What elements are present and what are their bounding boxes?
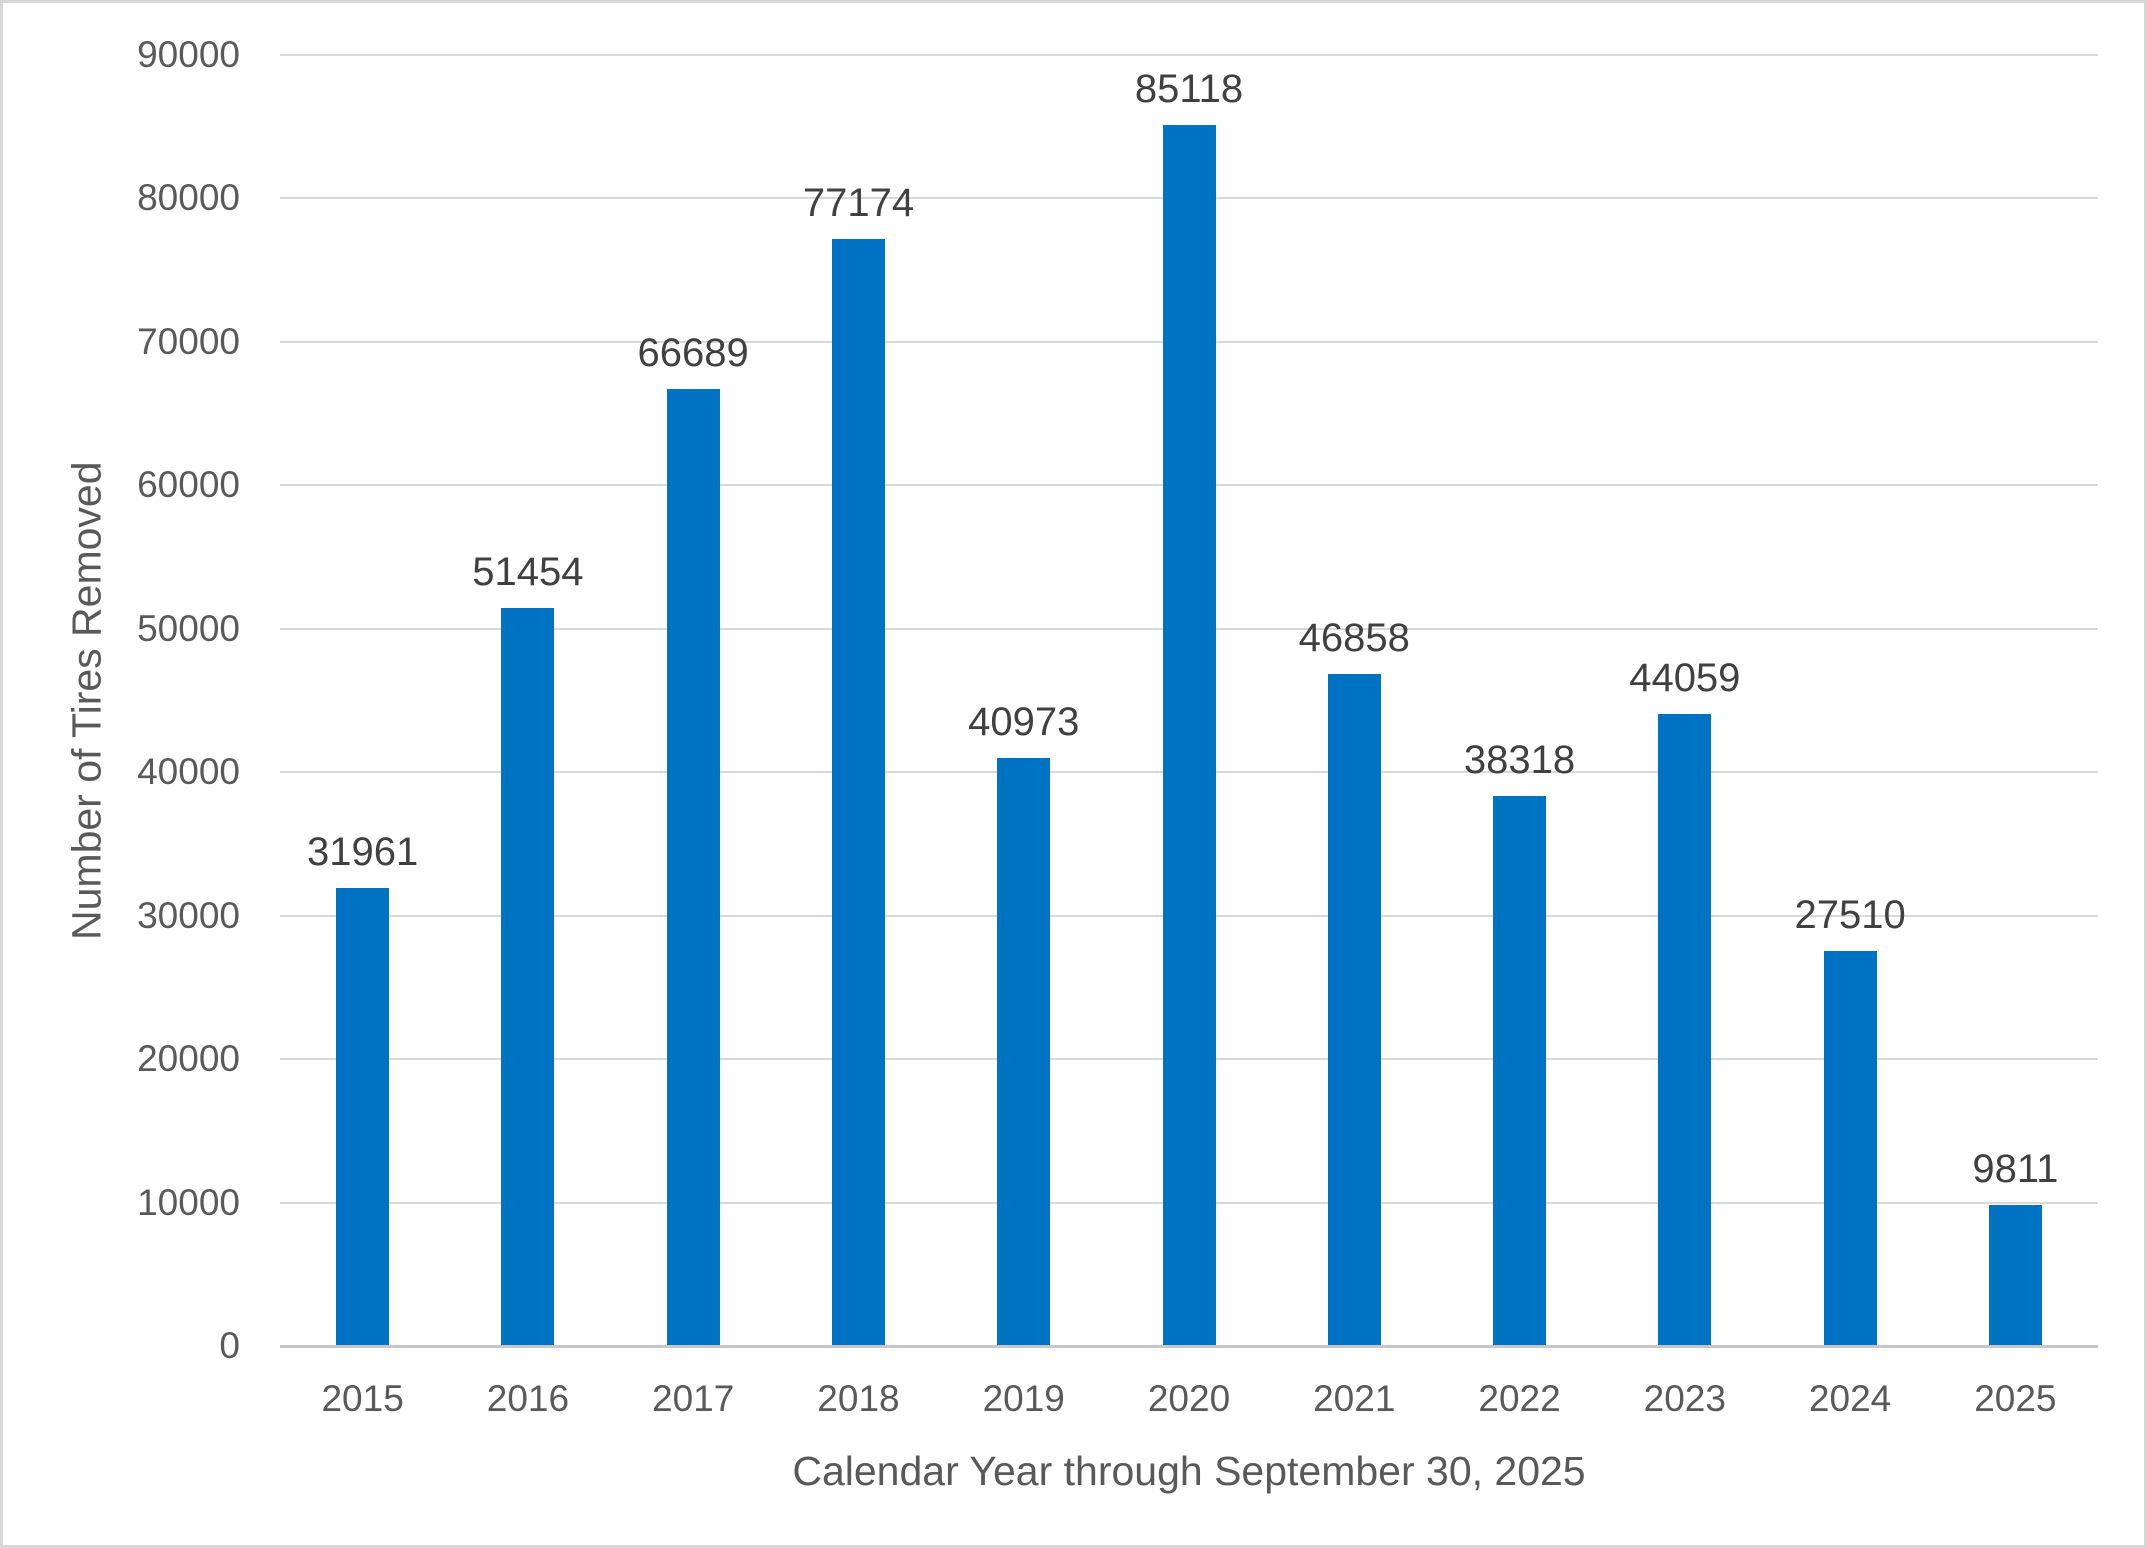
- y-axis-tick-label: 20000: [137, 1038, 240, 1080]
- data-label: 40973: [968, 700, 1080, 745]
- bar: [666, 389, 720, 1346]
- bar: [997, 758, 1051, 1346]
- data-label: 77174: [802, 180, 915, 225]
- x-axis-title: Calendar Year through September 30, 2025: [792, 1448, 1586, 1494]
- x-axis-tick-label: 2025: [1974, 1378, 2057, 1419]
- data-label: 85118: [1134, 67, 1244, 112]
- y-axis-tick-label: 40000: [137, 751, 240, 793]
- y-axis-tick-label: 60000: [137, 464, 240, 506]
- y-axis-tick-label: 90000: [137, 34, 240, 75]
- y-axis-tick-label: 30000: [137, 894, 240, 936]
- plot-area: 31961 51454 66689 77174 40973 85118 46858 38318…: [3, 3, 2144, 1545]
- x-axis-tick-label: 2018: [817, 1378, 900, 1419]
- x-axis-tick-label: 2019: [982, 1378, 1065, 1419]
- data-label: 31961: [307, 829, 419, 874]
- y-axis-tick-label: 10000: [137, 1181, 240, 1223]
- x-axis-tick-label: 2016: [486, 1378, 570, 1419]
- data-label: 9811: [1972, 1147, 2059, 1192]
- bar: [1162, 125, 1216, 1346]
- y-axis-tick-label: 50000: [137, 607, 240, 649]
- x-axis-tick-label: 2023: [1643, 1378, 1726, 1419]
- bar: [1493, 796, 1547, 1346]
- y-axis-tick-label: 70000: [137, 320, 240, 362]
- y-axis-tick-label: 80000: [137, 177, 240, 219]
- x-axis-tick-label: 2020: [1147, 1378, 1231, 1419]
- gridline: [280, 54, 2098, 56]
- bar: [1823, 951, 1877, 1346]
- data-label: 38318: [1463, 738, 1576, 783]
- x-axis-tick-label: 2024: [1808, 1378, 1892, 1419]
- x-axis-tick-label: 2022: [1478, 1378, 1561, 1419]
- data-label: 66689: [637, 331, 749, 376]
- x-axis-line: [280, 1345, 2098, 1348]
- bar: [1988, 1205, 2042, 1346]
- bar: [336, 887, 390, 1346]
- y-axis-tick-label: 0: [219, 1325, 240, 1366]
- bar: [1327, 673, 1381, 1346]
- data-label: 51454: [472, 549, 584, 594]
- bar: [1658, 713, 1712, 1346]
- x-axis-tick-label: 2017: [652, 1378, 735, 1419]
- bar: [501, 607, 555, 1346]
- x-axis-tick-label: 2021: [1313, 1378, 1396, 1419]
- data-label: 27510: [1794, 893, 1906, 938]
- x-axis-tick-label: 2015: [321, 1378, 404, 1419]
- data-label: 46858: [1298, 615, 1410, 660]
- bar: [831, 238, 885, 1346]
- data-label: 44059: [1629, 655, 1741, 700]
